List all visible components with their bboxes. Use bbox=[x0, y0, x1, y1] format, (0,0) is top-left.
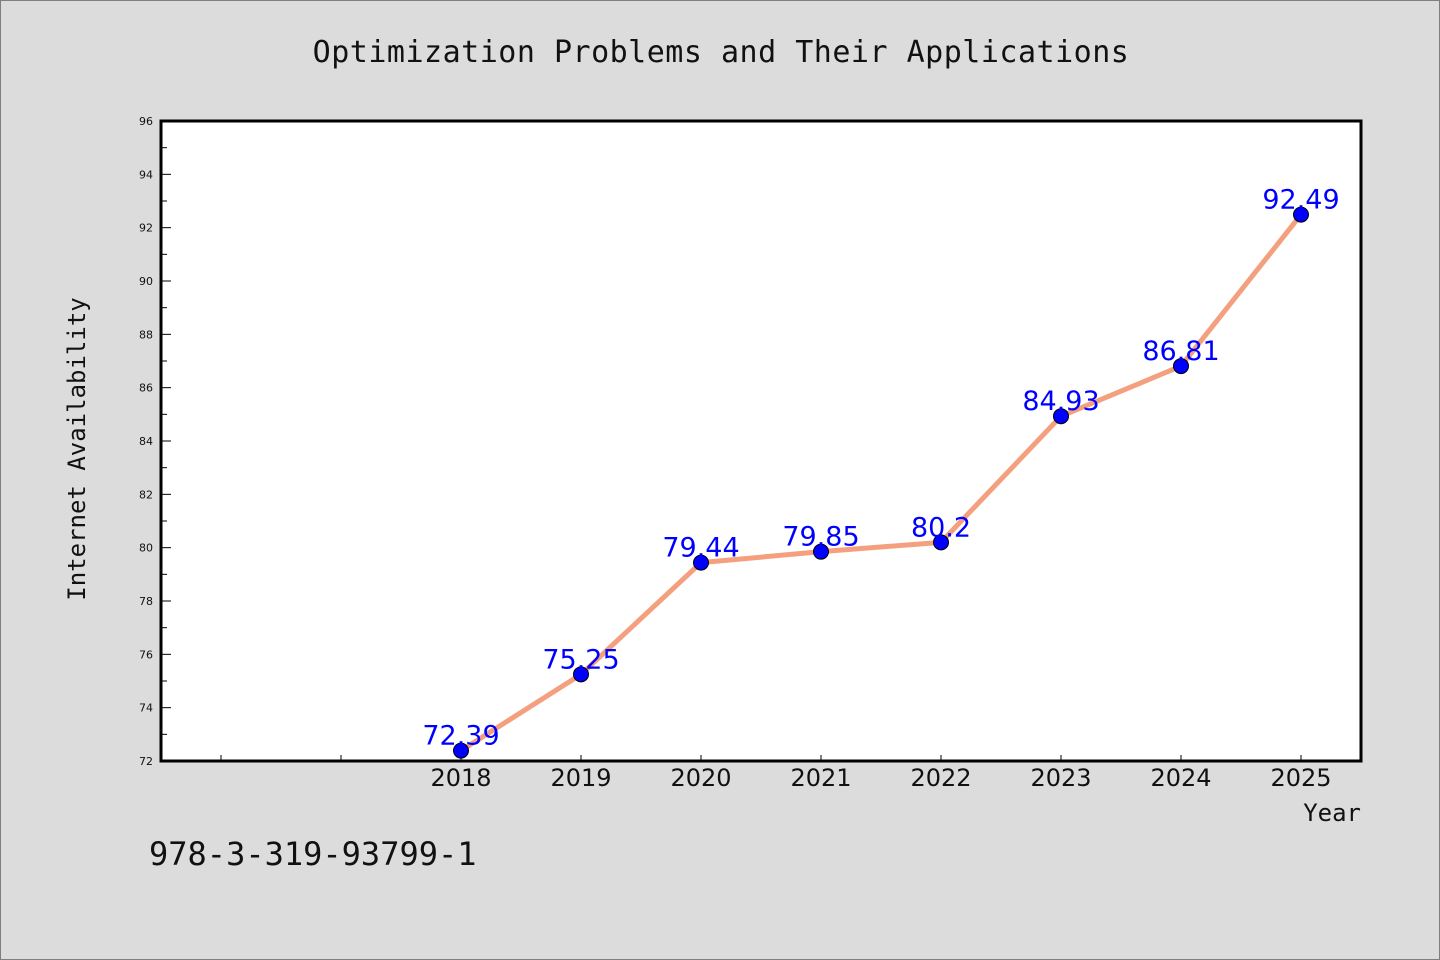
plot-frame bbox=[159, 119, 1363, 763]
x-tick-label: 2020 bbox=[670, 764, 731, 792]
y-tick-label: 76 bbox=[139, 648, 153, 661]
data-label: 86.81 bbox=[1142, 336, 1219, 367]
data-point bbox=[1173, 358, 1189, 375]
data-point bbox=[693, 554, 709, 571]
data-label: 72.39 bbox=[422, 721, 499, 752]
isbn-text: 978-3-319-93799-1 bbox=[149, 835, 477, 873]
x-tick-label: 2022 bbox=[910, 764, 971, 792]
x-tick-label: 2024 bbox=[1150, 764, 1211, 792]
x-tick-label: 2021 bbox=[790, 764, 851, 792]
y-tick-label: 92 bbox=[139, 222, 153, 235]
y-tick-label: 78 bbox=[139, 595, 153, 608]
data-label: 92.49 bbox=[1262, 185, 1339, 216]
chart-title: Optimization Problems and Their Applicat… bbox=[312, 35, 1130, 70]
y-tick-label: 80 bbox=[139, 542, 153, 555]
x-tick-label: 2019 bbox=[550, 764, 611, 792]
data-point bbox=[933, 534, 949, 551]
data-label: 80.2 bbox=[911, 512, 971, 543]
x-axis-ticks: 2018 2019 2020 2021 2022 2023 2024 2025 bbox=[220, 755, 1332, 792]
y-tick-label: 84 bbox=[139, 435, 153, 448]
data-point bbox=[1053, 408, 1069, 425]
y-tick-label: 94 bbox=[139, 168, 153, 181]
data-label: 79.85 bbox=[782, 522, 859, 553]
plot-area bbox=[161, 121, 1361, 761]
series-line-group bbox=[458, 212, 1304, 754]
x-tick-label: 2025 bbox=[1270, 764, 1331, 792]
data-point bbox=[573, 666, 589, 683]
x-axis-title: Year bbox=[1303, 799, 1361, 827]
y-tick-label: 96 bbox=[139, 115, 153, 128]
series-line bbox=[458, 212, 1304, 754]
y-axis-title: Internet Availability bbox=[63, 297, 91, 600]
data-point bbox=[453, 742, 469, 759]
data-label: 84.93 bbox=[1022, 386, 1099, 417]
y-tick-label: 82 bbox=[139, 488, 153, 501]
x-tick-label: 2023 bbox=[1030, 764, 1091, 792]
data-labels-group: 72.39 75.25 79.44 79.85 80.2 84.93 86.81 92.49 bbox=[422, 185, 1339, 752]
x-tick-label: 2018 bbox=[430, 764, 491, 792]
y-tick-label: 90 bbox=[139, 275, 153, 288]
y-tick-label: 88 bbox=[139, 328, 153, 341]
y-axis-ticks: 72 74 76 78 80 82 84 86 88 90 92 94 96 bbox=[139, 115, 171, 768]
y-tick-label: 86 bbox=[139, 382, 153, 395]
y-tick-label: 74 bbox=[139, 702, 153, 715]
data-point bbox=[813, 543, 829, 560]
series-points-group bbox=[453, 206, 1309, 759]
data-label: 79.44 bbox=[662, 533, 739, 564]
y-tick-label: 72 bbox=[139, 755, 153, 768]
data-point bbox=[1293, 206, 1309, 223]
data-label: 75.25 bbox=[542, 644, 619, 675]
